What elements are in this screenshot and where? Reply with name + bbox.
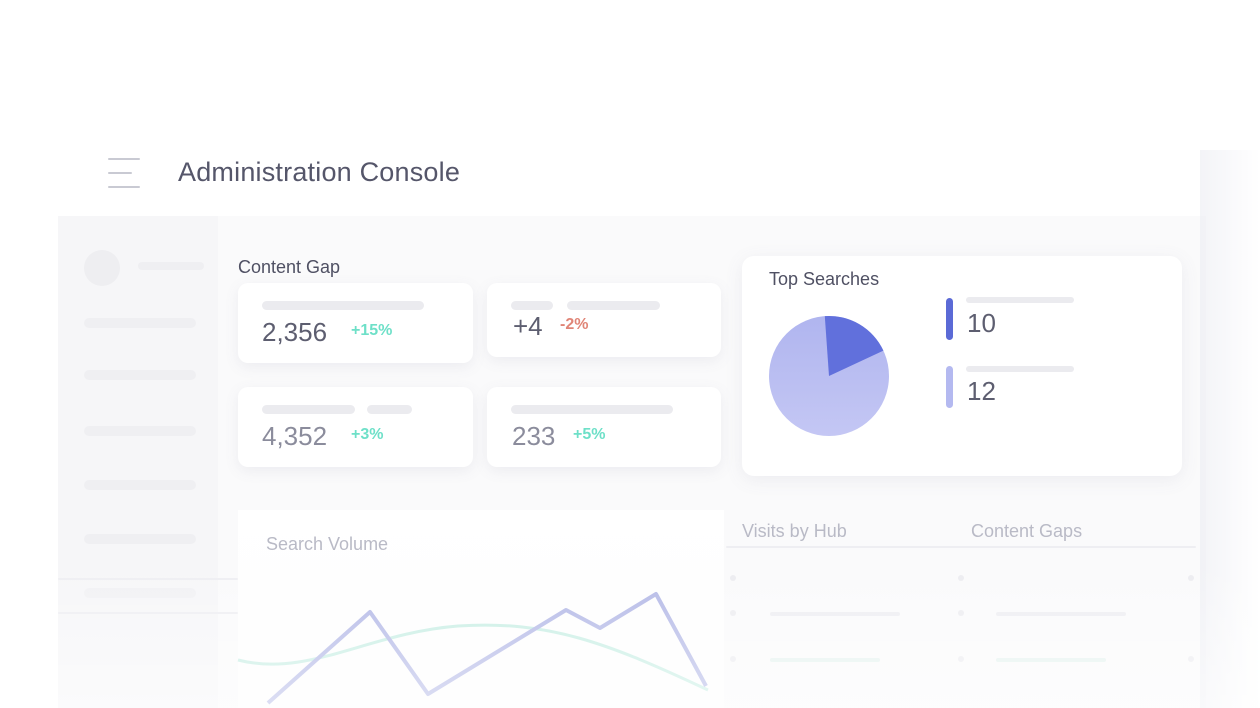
stat-change: +3% [351,426,384,443]
sidebar-item[interactable] [84,370,196,380]
stat-label-placeholder [262,405,355,414]
stat-card-1[interactable]: 2,356 +15% [238,283,473,363]
table-row [58,612,238,614]
table-row-dot [1188,656,1194,662]
stat-value: 233 [512,421,556,451]
stat-card-3[interactable]: 4,352 +3% [238,387,473,467]
sidebar-item[interactable] [84,318,196,328]
sidebar-item[interactable] [84,534,196,544]
sidebar-user-name [138,262,204,270]
sidebar-item[interactable] [84,588,196,598]
table-row-dot [958,656,964,662]
stat-label-placeholder [511,405,673,414]
stat-change: +5% [573,426,606,443]
stat-label-placeholder [511,301,553,310]
table-row [770,612,900,616]
table-row-dot [958,575,964,581]
stat-change: +15% [351,322,393,339]
table-row [58,578,238,580]
stat-label-placeholder [262,301,424,310]
sidebar [58,216,218,708]
primary-series-line [266,592,708,705]
visits-by-hub-title: Visits by Hub [742,521,847,541]
table-row [996,612,1126,616]
pie-slice-small [824,315,884,376]
legend-color-bar [946,298,953,340]
table-row-dot [730,575,736,581]
legend-label-placeholder [966,366,1074,372]
top-searches-title: Top Searches [769,269,880,289]
legend-label-placeholder [966,297,1074,303]
app-shadow [1200,150,1260,708]
sidebar-item[interactable] [84,480,196,490]
stat-card-4[interactable]: 233 +5% [487,387,721,467]
table-row-dot [730,610,736,616]
stat-change: -2% [560,316,589,333]
table-row-dot [1188,575,1194,581]
stat-label-placeholder [567,301,660,310]
content-gaps-title: Content Gaps [971,521,1083,541]
avatar[interactable] [84,250,120,286]
stat-card-2[interactable]: +4 -2% [487,283,721,357]
secondary-series-line [237,623,709,692]
table-row [770,658,880,662]
legend-color-bar [946,366,953,408]
sidebar-item[interactable] [84,426,196,436]
legend-value: 12 [967,376,996,406]
stat-value: +4 [513,311,543,341]
table-row-dot [958,610,964,616]
hamburger-menu-icon[interactable] [108,158,142,188]
page-title: Administration Console [178,157,461,187]
search-volume-chart [237,592,709,705]
stat-value: 2,356 [262,317,328,347]
table-row [726,546,1196,548]
stat-value: 4,352 [262,421,328,451]
table-row-dot [730,656,736,662]
top-searches-card[interactable]: Top Searches 10 12 [742,256,1182,476]
search-volume-title: Search Volume [266,534,389,554]
stat-label-placeholder [367,405,412,414]
top-searches-pie [769,315,889,436]
legend-value: 10 [967,308,996,338]
content-gap-title: Content Gap [238,257,341,277]
table-row [996,658,1106,662]
